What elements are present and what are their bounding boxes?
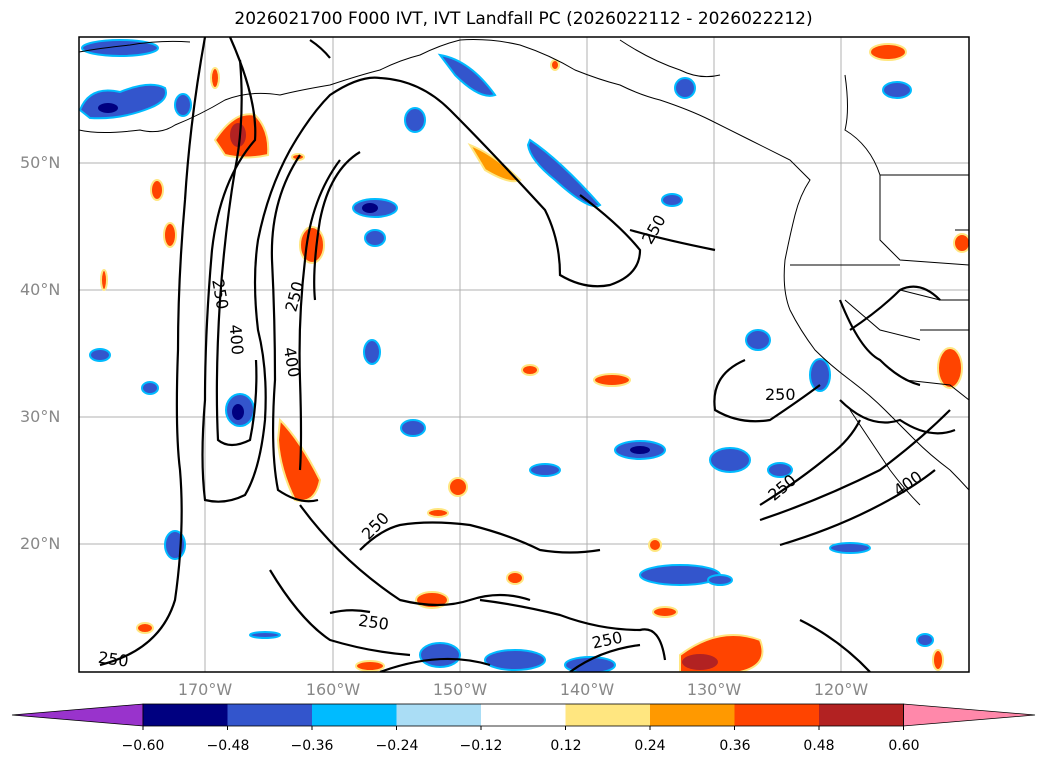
colorbar-tick-label: 0.48 [803,738,835,754]
colorbar-tick-label: 0.12 [550,738,582,754]
colorbar-segment [396,704,481,726]
map-title: 2026021700 F000 IVT, IVT Landfall PC (20… [234,9,813,29]
colorbar-segment [143,704,228,726]
colorbar-segment [650,704,735,726]
lat-label-50n: 50°N [20,153,61,172]
colorbar-segment [481,704,566,726]
contour-label: 250 [357,611,390,634]
plot-frame [78,36,970,673]
colorbar-segment [819,704,904,726]
colorbar-segment [734,704,819,726]
colorbar-segment [312,704,397,726]
negative-pc-regions [79,39,934,672]
contour-label: 250 [97,648,130,671]
colorbar-tick-label: −0.60 [121,738,165,754]
colorbar-extend-high [903,703,1036,727]
lon-label-130w: 130°W [686,680,742,699]
plot-area [79,37,969,672]
lon-label-140w: 140°W [559,680,615,699]
lat-label-40n: 40°N [20,280,61,299]
coastlines [79,39,969,506]
colorbar-tick-label: 0.60 [888,738,920,754]
lat-label-20n: 20°N [20,534,61,553]
colorbar-tick-label: −0.48 [206,738,250,754]
graticule [79,37,969,672]
lat-label-30n: 30°N [20,407,61,426]
lon-label-120w: 120°W [813,680,869,699]
colorbar-segment [565,704,650,726]
colorbar [11,703,1036,730]
colorbar-tick-label: 0.36 [719,738,751,754]
lon-label-150w: 150°W [432,680,488,699]
colorbar-extend-low [11,703,144,727]
colorbar-tick-label: −0.24 [375,738,419,754]
contour-label: 400 [226,324,248,356]
contour-label: 250 [765,385,796,404]
colorbar-frame [142,703,904,727]
lon-label-170w: 170°W [177,680,233,699]
colorbar-tick-label: 0.24 [634,738,666,754]
colorbar-segment [227,704,312,726]
positive-pc-regions [100,43,969,672]
colorbar-tick-label: −0.12 [459,738,503,754]
colorbar-tick-label: −0.36 [290,738,334,754]
lon-label-160w: 160°W [305,680,361,699]
ivt-contours [99,37,956,672]
